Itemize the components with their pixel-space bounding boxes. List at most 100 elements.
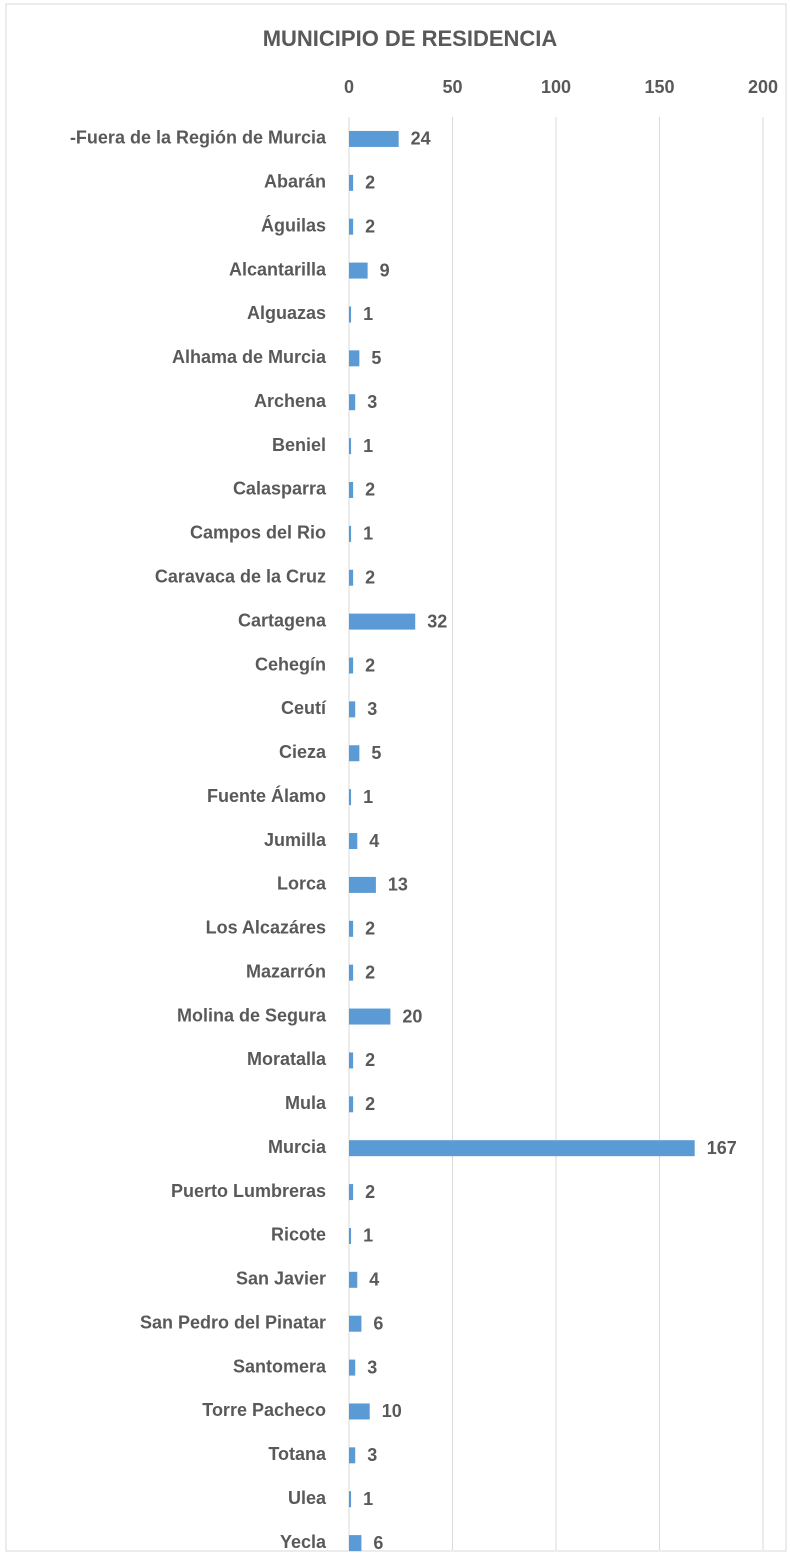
bar (349, 876, 376, 893)
value-label: 1 (363, 1226, 373, 1246)
value-label: 2 (365, 480, 375, 500)
bar (349, 1403, 370, 1420)
bar (349, 218, 354, 235)
y-tick-label: Los Alcazáres (206, 918, 326, 938)
bar (349, 1096, 354, 1113)
bar (349, 481, 354, 498)
bar (349, 394, 356, 411)
y-tick-label: Totana (268, 1444, 327, 1464)
y-tick-label: San Pedro del Pinatar (140, 1312, 326, 1332)
y-tick-label: Moratalla (247, 1049, 327, 1069)
bar (349, 306, 352, 323)
y-tick-label: Cartagena (238, 610, 327, 630)
bar (349, 1052, 354, 1069)
value-label: 24 (411, 129, 431, 149)
bar (349, 262, 368, 279)
value-label: 1 (363, 436, 373, 456)
value-label: 32 (427, 611, 447, 631)
value-label: 10 (382, 1401, 402, 1421)
y-tick-label: Cieza (279, 742, 327, 762)
bar (349, 964, 354, 981)
y-tick-label: Campos del Rio (190, 523, 326, 543)
bar (349, 789, 352, 806)
y-tick-label: Archena (254, 391, 327, 411)
y-tick-label: Abarán (264, 172, 326, 192)
value-label: 1 (363, 524, 373, 544)
bar (349, 350, 360, 367)
value-label: 1 (363, 787, 373, 807)
bar (349, 525, 352, 542)
value-label: 6 (373, 1533, 383, 1553)
bar (349, 174, 354, 191)
bar (349, 1008, 391, 1025)
value-label: 3 (367, 392, 377, 412)
value-label: 5 (371, 348, 381, 368)
bar (349, 745, 360, 762)
bar (349, 657, 354, 674)
x-tick-label: 100 (541, 77, 571, 97)
bar (349, 920, 354, 937)
bar (349, 833, 358, 850)
y-tick-label: Jumilla (264, 830, 327, 850)
bar (349, 701, 356, 718)
bar (349, 1447, 356, 1464)
y-tick-label: Fuente Álamo (207, 785, 326, 806)
value-label: 2 (365, 173, 375, 193)
y-tick-label: Mula (285, 1093, 327, 1113)
chart-title: MUNICIPIO DE RESIDENCIA (263, 26, 558, 51)
bar (349, 1227, 352, 1244)
chart-frame (5, 3, 787, 1552)
y-tick-label: Alcantarilla (229, 259, 327, 279)
bar (349, 1491, 352, 1508)
bar (349, 1535, 362, 1552)
x-tick-label: 0 (344, 77, 354, 97)
y-tick-label: Molina de Segura (177, 1005, 327, 1025)
y-tick-label: Mazarrón (246, 961, 326, 981)
x-tick-label: 50 (442, 77, 462, 97)
value-label: 6 (373, 1313, 383, 1333)
value-label: 1 (363, 304, 373, 324)
value-label: 20 (402, 1006, 422, 1026)
y-tick-label: Beniel (272, 435, 326, 455)
y-tick-label: San Javier (236, 1269, 326, 1289)
y-tick-label: Lorca (277, 874, 327, 894)
x-tick-label: 150 (644, 77, 674, 97)
value-label: 2 (365, 919, 375, 939)
bar (349, 130, 399, 147)
value-label: 2 (365, 567, 375, 587)
value-label: 9 (380, 260, 390, 280)
value-label: 167 (707, 1138, 737, 1158)
value-label: 2 (365, 655, 375, 675)
value-label: 2 (365, 1182, 375, 1202)
value-label: 1 (363, 1489, 373, 1509)
bar (349, 1359, 356, 1376)
y-tick-label: Santomera (233, 1356, 327, 1376)
y-tick-label: Cehegín (255, 654, 326, 674)
y-tick-label: Torre Pacheco (202, 1400, 326, 1420)
value-label: 13 (388, 875, 408, 895)
y-tick-label: Alhama de Murcia (172, 347, 327, 367)
bar (349, 438, 352, 455)
value-label: 2 (365, 1094, 375, 1114)
bar (349, 569, 354, 586)
value-label: 3 (367, 699, 377, 719)
bar (349, 613, 416, 630)
value-label: 4 (369, 1270, 379, 1290)
y-tick-label: Ricote (271, 1225, 326, 1245)
y-tick-label: Ceutí (281, 698, 327, 718)
value-label: 5 (371, 743, 381, 763)
value-label: 3 (367, 1357, 377, 1377)
y-tick-label: Ulea (288, 1488, 327, 1508)
y-tick-label: Puerto Lumbreras (171, 1181, 326, 1201)
bar (349, 1140, 695, 1157)
value-label: 2 (365, 1050, 375, 1070)
y-tick-label: Águilas (261, 214, 326, 235)
y-tick-label: -Fuera de la Región de Murcia (70, 128, 327, 148)
y-tick-label: Yecla (280, 1532, 327, 1552)
y-tick-label: Caravaca de la Cruz (155, 566, 326, 586)
value-label: 2 (365, 962, 375, 982)
bar (349, 1271, 358, 1288)
y-tick-label: Alguazas (247, 303, 326, 323)
x-tick-label: 200 (748, 77, 778, 97)
